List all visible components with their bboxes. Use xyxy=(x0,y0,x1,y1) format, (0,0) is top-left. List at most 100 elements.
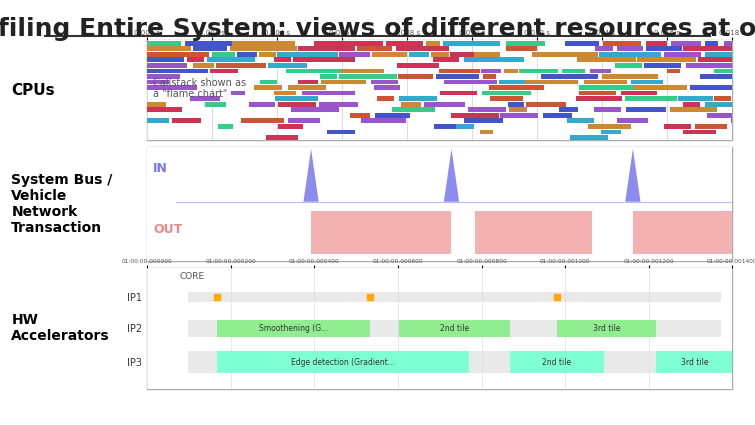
Bar xyxy=(439,68,479,73)
Bar xyxy=(436,74,479,79)
Text: 3rd tile: 3rd tile xyxy=(593,324,621,333)
Bar xyxy=(321,79,366,84)
Bar xyxy=(210,68,238,73)
Bar xyxy=(593,108,621,112)
Bar xyxy=(212,52,235,57)
Bar xyxy=(293,57,355,62)
Bar xyxy=(704,41,718,45)
Bar xyxy=(621,91,657,96)
Bar xyxy=(456,124,474,129)
Bar xyxy=(205,102,226,107)
Bar xyxy=(664,52,701,57)
Bar xyxy=(584,79,627,84)
Bar xyxy=(297,79,318,84)
Bar xyxy=(601,130,621,134)
Bar xyxy=(646,41,667,45)
Bar xyxy=(147,52,209,57)
Bar xyxy=(434,124,455,129)
Bar xyxy=(644,63,680,68)
Bar xyxy=(590,68,611,73)
Bar xyxy=(567,119,594,123)
Text: 3rd tile: 3rd tile xyxy=(680,358,708,367)
Bar xyxy=(274,57,291,62)
Bar xyxy=(377,96,394,101)
Bar xyxy=(147,41,181,45)
Bar xyxy=(218,124,233,129)
Bar xyxy=(714,68,732,73)
Bar xyxy=(311,211,451,255)
Text: Callstack shown as
a "flame chart": Callstack shown as a "flame chart" xyxy=(153,77,246,99)
Bar xyxy=(656,351,732,373)
Bar xyxy=(507,46,537,51)
Bar xyxy=(254,85,282,90)
Bar xyxy=(671,41,701,45)
Bar xyxy=(319,102,358,107)
Bar xyxy=(683,102,700,107)
Bar xyxy=(618,46,643,51)
Bar xyxy=(532,52,598,57)
Text: 2nd tile: 2nd tile xyxy=(440,324,469,333)
Bar xyxy=(288,85,325,90)
Bar xyxy=(541,74,598,79)
Bar xyxy=(357,46,392,51)
Text: CORE: CORE xyxy=(180,272,205,281)
Bar xyxy=(499,79,525,84)
Bar xyxy=(683,130,716,134)
Bar xyxy=(625,96,676,101)
Bar xyxy=(285,68,341,73)
Bar xyxy=(440,91,477,96)
Bar xyxy=(260,79,277,84)
Bar xyxy=(396,46,448,51)
Bar xyxy=(510,108,527,112)
Bar xyxy=(617,119,649,123)
Bar xyxy=(526,102,542,107)
Bar xyxy=(690,85,732,90)
Bar xyxy=(230,46,297,51)
Bar xyxy=(288,119,320,123)
Bar xyxy=(398,74,433,79)
Bar xyxy=(646,46,682,51)
Bar xyxy=(576,96,622,101)
Bar xyxy=(686,63,732,68)
Bar xyxy=(362,119,406,123)
Bar xyxy=(217,320,370,337)
Bar xyxy=(587,124,630,129)
Bar xyxy=(542,102,566,107)
Bar xyxy=(172,119,201,123)
Bar xyxy=(147,63,187,68)
Bar xyxy=(339,52,370,57)
Bar xyxy=(634,85,687,90)
Bar xyxy=(480,130,493,134)
Bar xyxy=(602,74,658,79)
Bar xyxy=(489,85,544,90)
Bar xyxy=(475,211,592,255)
Bar xyxy=(636,57,696,62)
Text: Edge detection (Gradient...: Edge detection (Gradient... xyxy=(291,358,395,367)
Bar xyxy=(569,135,609,140)
Bar xyxy=(683,46,732,51)
Bar xyxy=(451,113,499,118)
Bar xyxy=(700,74,732,79)
Bar xyxy=(147,68,208,73)
Bar xyxy=(392,108,435,112)
Bar xyxy=(350,113,370,118)
Bar xyxy=(216,63,266,68)
Bar xyxy=(278,52,338,57)
Bar xyxy=(664,124,692,129)
Bar xyxy=(543,113,572,118)
Bar xyxy=(241,119,284,123)
Text: Profiling Entire System: views of different resources at once: Profiling Entire System: views of differ… xyxy=(0,17,755,41)
Bar xyxy=(301,91,356,96)
Bar xyxy=(397,63,439,68)
Bar xyxy=(510,351,603,373)
Bar xyxy=(450,52,473,57)
Bar xyxy=(190,96,220,101)
Bar xyxy=(443,79,497,84)
Bar xyxy=(278,124,303,129)
Bar xyxy=(565,41,599,45)
Bar xyxy=(433,57,459,62)
Bar xyxy=(233,41,294,45)
Bar xyxy=(731,119,732,123)
Bar xyxy=(525,79,578,84)
Bar xyxy=(267,135,298,140)
